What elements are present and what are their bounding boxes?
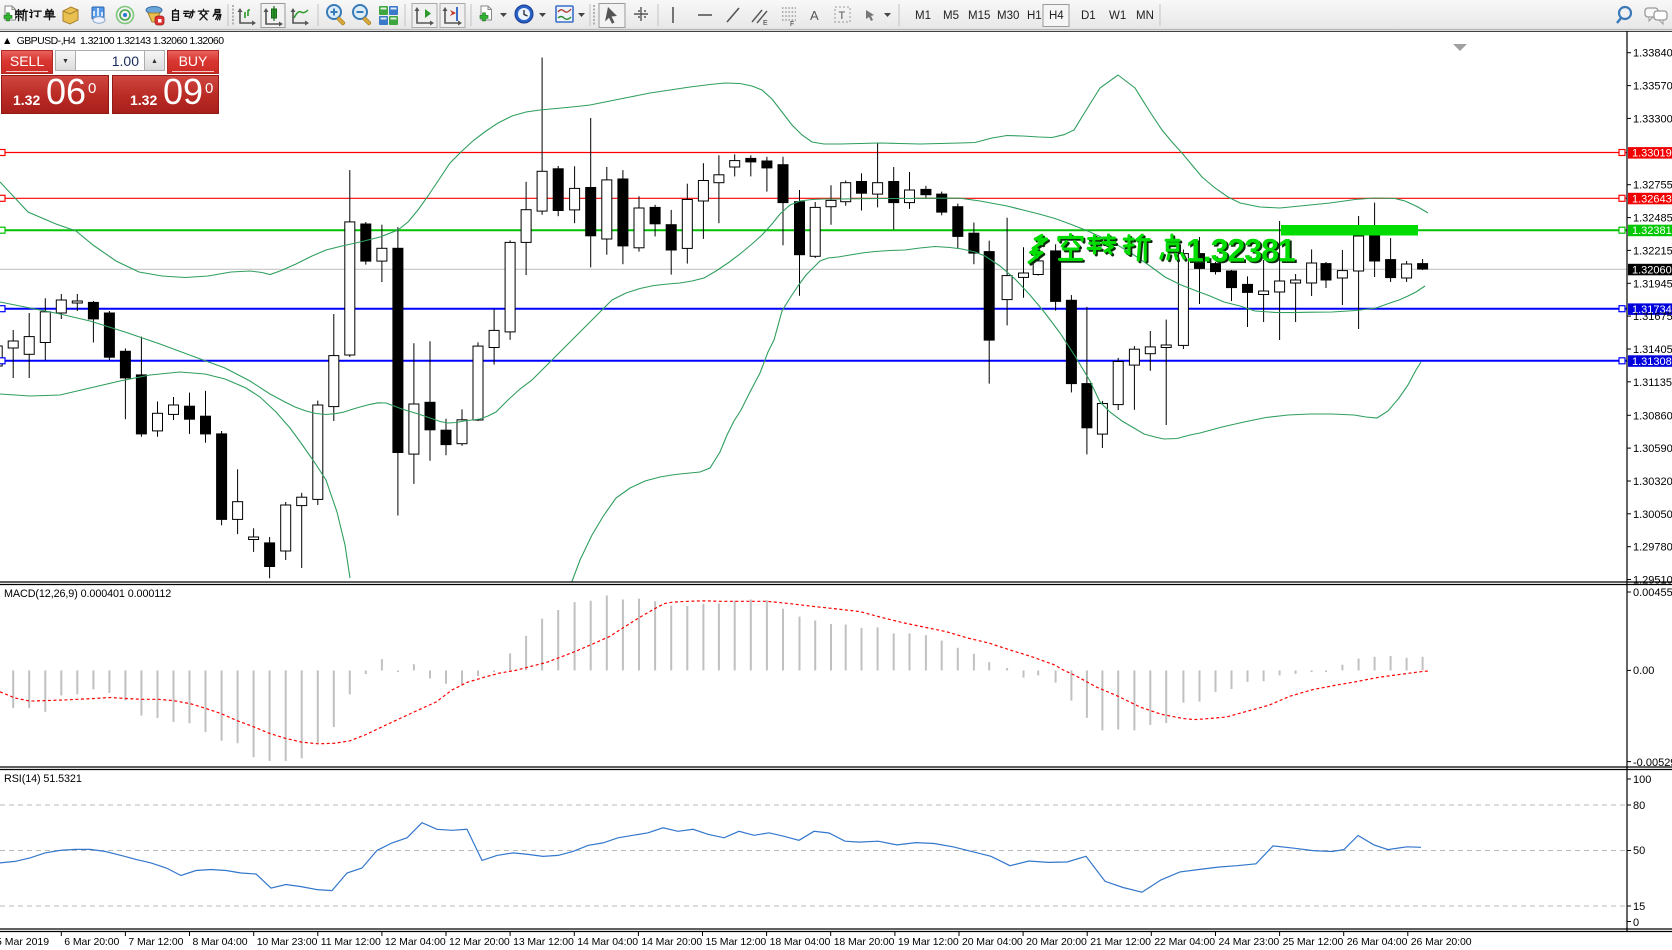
svg-text:M15: M15: [968, 10, 990, 22]
svg-text:MACD(12,26,9) 0.000401 0.00011: MACD(12,26,9) 0.000401 0.000112: [4, 588, 171, 600]
svg-text:1.32381: 1.32381: [1632, 225, 1672, 237]
svg-text:25 Mar 12:00: 25 Mar 12:00: [1283, 936, 1344, 948]
svg-text:19 Mar 12:00: 19 Mar 12:00: [898, 936, 959, 948]
svg-text:H1: H1: [1027, 10, 1042, 22]
svg-text:M1: M1: [915, 10, 931, 22]
svg-text:13 Mar 12:00: 13 Mar 12:00: [513, 936, 574, 948]
svg-text:21 Mar 12:00: 21 Mar 12:00: [1090, 936, 1151, 948]
svg-text:12 Mar 04:00: 12 Mar 04:00: [385, 936, 446, 948]
svg-text:0: 0: [1633, 917, 1639, 929]
svg-text:1.33300: 1.33300: [1633, 113, 1672, 125]
svg-text:12 Mar 20:00: 12 Mar 20:00: [449, 936, 510, 948]
svg-text:24 Mar 23:00: 24 Mar 23:00: [1219, 936, 1280, 948]
svg-text:0.00: 0.00: [1633, 665, 1654, 677]
svg-text:18 Mar 04:00: 18 Mar 04:00: [770, 936, 831, 948]
svg-text:1.33019: 1.33019: [1632, 148, 1672, 160]
svg-text:1.33570: 1.33570: [1633, 81, 1672, 93]
svg-text:M5: M5: [943, 10, 959, 22]
svg-text:1.31734: 1.31734: [1632, 304, 1672, 316]
svg-text:A: A: [810, 8, 819, 23]
svg-text:RSI(14) 51.5321: RSI(14) 51.5321: [4, 773, 82, 785]
svg-text:1.31405: 1.31405: [1633, 344, 1672, 356]
svg-text:7 Mar 12:00: 7 Mar 12:00: [128, 936, 183, 948]
svg-text:1.29780: 1.29780: [1633, 542, 1672, 554]
svg-text:F: F: [790, 21, 794, 28]
svg-text:10 Mar 23:00: 10 Mar 23:00: [257, 936, 318, 948]
svg-text:1.31675: 1.31675: [1633, 311, 1672, 323]
svg-text:H4: H4: [1049, 10, 1064, 22]
svg-text:14 Mar 20:00: 14 Mar 20:00: [641, 936, 702, 948]
svg-text:1.32381: 1.32381: [1188, 234, 1297, 270]
svg-text:0.004551: 0.004551: [1633, 587, 1672, 599]
svg-text:1.32060: 1.32060: [1632, 264, 1672, 276]
svg-text:W1: W1: [1109, 10, 1126, 22]
svg-text:1.32381: 1.32381: [1186, 233, 1295, 269]
svg-text:1.32643: 1.32643: [1632, 193, 1672, 205]
svg-text:D1: D1: [1081, 10, 1096, 22]
svg-text:6 Mar 20:00: 6 Mar 20:00: [64, 936, 119, 948]
svg-text:1.31308: 1.31308: [1632, 356, 1672, 368]
svg-text:1.32215: 1.32215: [1633, 245, 1672, 257]
svg-text:26 Mar 20:00: 26 Mar 20:00: [1411, 936, 1472, 948]
svg-text:-0.005295: -0.005295: [1633, 757, 1672, 769]
svg-text:20 Mar 20:00: 20 Mar 20:00: [1026, 936, 1087, 948]
svg-text:22 Mar 04:00: 22 Mar 04:00: [1154, 936, 1215, 948]
svg-text:50: 50: [1633, 845, 1645, 857]
svg-text:18 Mar 20:00: 18 Mar 20:00: [834, 936, 895, 948]
svg-text:14 Mar 04:00: 14 Mar 04:00: [577, 936, 638, 948]
svg-text:15: 15: [1633, 901, 1645, 913]
svg-text:1.32755: 1.32755: [1633, 180, 1672, 192]
svg-text:E: E: [763, 20, 768, 27]
svg-text:1.30590: 1.30590: [1633, 443, 1672, 455]
svg-text:20 Mar 04:00: 20 Mar 04:00: [962, 936, 1023, 948]
svg-text:26 Mar 04:00: 26 Mar 04:00: [1347, 936, 1408, 948]
svg-text:15 Mar 12:00: 15 Mar 12:00: [706, 936, 767, 948]
svg-text:T: T: [839, 10, 846, 22]
svg-text:1.33840: 1.33840: [1633, 48, 1672, 60]
svg-text:5 Mar 2019: 5 Mar 2019: [0, 936, 49, 948]
svg-text:1.29510: 1.29510: [1633, 575, 1672, 587]
svg-text:1.31135: 1.31135: [1633, 377, 1672, 389]
svg-text:80: 80: [1633, 800, 1645, 812]
svg-text:100: 100: [1633, 774, 1651, 786]
svg-text:M30: M30: [997, 10, 1019, 22]
svg-text:1.31945: 1.31945: [1633, 278, 1672, 290]
svg-text:1.30050: 1.30050: [1633, 509, 1672, 521]
svg-text:11 Mar 12:00: 11 Mar 12:00: [321, 936, 381, 948]
svg-text:MN: MN: [1136, 10, 1154, 22]
svg-text:1.30320: 1.30320: [1633, 476, 1672, 488]
svg-text:1.32485: 1.32485: [1633, 213, 1672, 225]
svg-text:8 Mar 04:00: 8 Mar 04:00: [193, 936, 248, 948]
svg-text:1.30860: 1.30860: [1633, 410, 1672, 422]
